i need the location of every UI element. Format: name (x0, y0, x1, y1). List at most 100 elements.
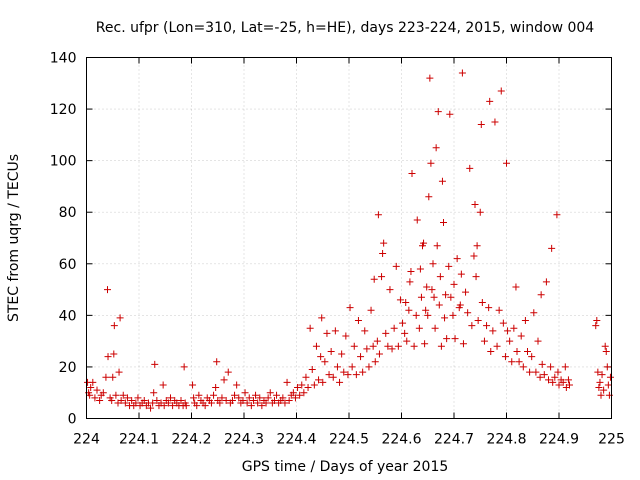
data-point (604, 381, 612, 389)
data-point (231, 391, 239, 399)
data-point (489, 327, 497, 335)
data-point (424, 311, 432, 319)
data-point (201, 402, 209, 410)
x-tick-label: 224.7 (434, 432, 474, 448)
data-point (233, 381, 241, 389)
data-point (426, 74, 434, 82)
data-point (480, 337, 488, 345)
data-point (555, 381, 563, 389)
data-point (241, 389, 249, 397)
data-point (102, 373, 110, 381)
data-point (504, 327, 512, 335)
data-point (435, 301, 443, 309)
data-point (380, 239, 388, 247)
data-point (99, 389, 107, 397)
data-point (437, 342, 445, 350)
data-point (344, 371, 352, 379)
data-point (348, 363, 356, 371)
x-tick-label: 225 (598, 432, 625, 448)
data-point (547, 363, 555, 371)
data-point (370, 275, 378, 283)
data-point (559, 378, 567, 386)
data-point (363, 345, 371, 353)
data-point (147, 404, 155, 412)
data-point (218, 394, 226, 402)
data-point (243, 399, 251, 407)
data-point (321, 358, 329, 366)
gridlines (86, 57, 612, 419)
data-point (438, 177, 446, 185)
data-point (561, 363, 569, 371)
data-point (222, 396, 230, 404)
data-point (121, 399, 129, 407)
data-point (319, 378, 327, 386)
data-point (329, 373, 337, 381)
data-point (429, 260, 437, 268)
data-point (189, 381, 197, 389)
data-point (117, 396, 125, 404)
data-point (485, 304, 493, 312)
data-point (417, 293, 425, 301)
data-point (534, 337, 542, 345)
data-point (352, 371, 360, 379)
data-point (433, 242, 441, 250)
data-point (478, 298, 486, 306)
data-point (457, 270, 465, 278)
y-tick-label: 0 (68, 412, 77, 428)
data-point (247, 402, 255, 410)
data-point (167, 394, 174, 402)
data-point (447, 293, 455, 301)
data-point (462, 288, 470, 296)
data-point (359, 368, 367, 376)
data-point (427, 159, 435, 167)
data-point (420, 239, 428, 247)
data-point (600, 386, 608, 394)
data-point (315, 376, 323, 384)
data-point (151, 360, 159, 368)
data-point (262, 399, 270, 407)
x-tick-label: 224.6 (381, 432, 421, 448)
data-point (371, 358, 379, 366)
x-tick-label: 224.3 (224, 432, 264, 448)
data-point (513, 347, 521, 355)
data-point (325, 371, 333, 379)
data-point (510, 324, 518, 332)
data-point (182, 402, 190, 410)
data-point (224, 368, 232, 376)
data-point (472, 273, 480, 281)
data-point (551, 373, 559, 381)
data-point (524, 347, 531, 355)
data-point (285, 396, 293, 404)
data-point (415, 324, 423, 332)
data-point (476, 208, 484, 216)
y-tick-label: 60 (59, 257, 77, 273)
data-point (304, 384, 312, 392)
data-point (412, 311, 420, 319)
data-point (422, 306, 430, 314)
data-point (597, 391, 605, 399)
data-points (84, 69, 614, 412)
data-point (87, 384, 95, 392)
data-point (456, 301, 464, 309)
data-point (298, 381, 306, 389)
data-point (340, 368, 348, 376)
data-point (296, 391, 304, 399)
data-point (216, 399, 224, 407)
data-point (302, 373, 310, 381)
data-point (160, 402, 168, 410)
data-point (279, 394, 287, 402)
data-point (266, 389, 274, 397)
data-point (449, 311, 457, 319)
data-point (312, 342, 320, 350)
y-tick-label: 40 (59, 308, 77, 324)
data-point (495, 306, 503, 314)
data-point (421, 340, 429, 348)
data-point (119, 391, 127, 399)
data-point (331, 327, 339, 335)
data-point (603, 363, 611, 371)
data-point (443, 335, 451, 343)
data-point (471, 200, 479, 208)
data-point (207, 399, 215, 407)
data-point (110, 322, 118, 330)
data-point (273, 391, 281, 399)
